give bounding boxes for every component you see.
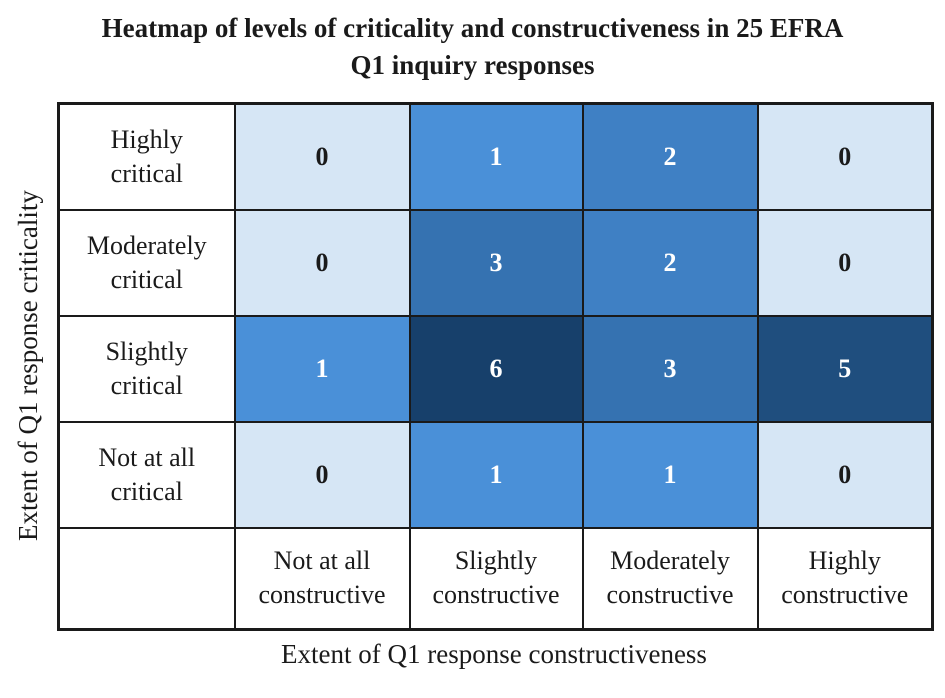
heatmap-figure: Heatmap of levels of criticality and con… <box>0 10 945 698</box>
row-label: Highly critical <box>57 102 236 211</box>
heatmap-cell: 2 <box>581 208 759 317</box>
column-label: Not at all constructive <box>233 526 411 631</box>
heatmap-cell: 1 <box>408 102 584 211</box>
heatmap-row: Slightly critical 1 6 3 5 <box>57 314 934 423</box>
heatmap-cell: 1 <box>233 314 411 423</box>
heatmap-body: Highly critical 0 1 2 0 Moderately critical 0 3… <box>57 102 934 631</box>
heatmap-cell: 1 <box>408 420 584 529</box>
heatmap-cell: 0 <box>756 102 934 211</box>
row-label: Slightly critical <box>57 314 236 423</box>
heatmap-cell: 2 <box>581 102 759 211</box>
heatmap-cell: 6 <box>408 314 584 423</box>
x-axis-label: Extent of Q1 response constructiveness <box>281 639 707 669</box>
corner-cell <box>57 526 236 631</box>
heatmap-cell: 0 <box>233 420 411 529</box>
row-label: Not at all critical <box>57 420 236 529</box>
heatmap-cell: 3 <box>408 208 584 317</box>
figure-body: Extent of Q1 response criticality Highly… <box>0 102 945 631</box>
column-label: Slightly constructive <box>408 526 584 631</box>
chart-title: Heatmap of levels of criticality and con… <box>101 13 844 80</box>
heatmap-cell: 5 <box>756 314 934 423</box>
heatmap-table: Highly critical 0 1 2 0 Moderately critical 0 3… <box>57 102 934 631</box>
heatmap-row: Highly critical 0 1 2 0 <box>57 102 934 211</box>
heatmap-cell: 1 <box>581 420 759 529</box>
heatmap-cell: 0 <box>233 208 411 317</box>
column-label: Highly constructive <box>756 526 934 631</box>
heatmap-row: Moderately critical 0 3 2 0 <box>57 208 934 317</box>
column-header-row: Not at all constructive Slightly construc… <box>57 526 934 631</box>
column-label: Moderately constructive <box>581 526 759 631</box>
heatmap-cell: 3 <box>581 314 759 423</box>
heatmap-cell: 0 <box>756 208 934 317</box>
heatmap-cell: 0 <box>756 420 934 529</box>
y-axis-label: Extent of Q1 response criticality <box>13 190 43 542</box>
heatmap-row: Not at all critical 0 1 1 0 <box>57 420 934 529</box>
row-label: Moderately critical <box>57 208 236 317</box>
heatmap-cell: 0 <box>233 102 411 211</box>
